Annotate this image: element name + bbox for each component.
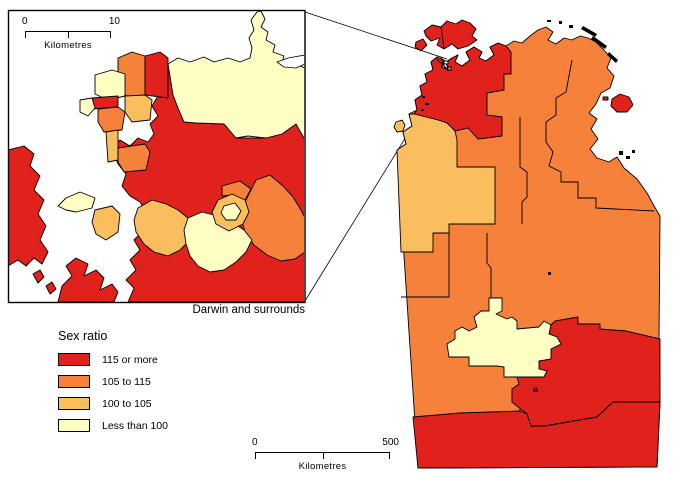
border-line-central-vertical <box>519 117 528 224</box>
legend: Sex ratio 115 or more 105 to 115 100 to … <box>58 329 168 441</box>
inset-scale-unit: Kilometres <box>44 40 92 51</box>
region-tiwi-small-island <box>414 38 428 52</box>
legend-label: 115 or more <box>102 353 158 366</box>
town-dot <box>548 272 551 275</box>
main-scale-start: 0 <box>252 437 258 448</box>
inset-region-west-peninsula <box>9 145 49 267</box>
region-groote-eylandt <box>610 93 634 113</box>
wessel-island-sliver-2 <box>591 36 607 49</box>
harbour-mark-1 <box>422 96 425 98</box>
scale-tick <box>388 453 390 459</box>
inset-scale-line <box>25 31 111 38</box>
inset-suburb-cream-1 <box>94 69 126 101</box>
coast-islands <box>421 20 635 159</box>
region-darwin-kakadu-red <box>413 42 512 140</box>
legend-item: 115 or more <box>58 353 168 366</box>
inset-map <box>7 9 306 304</box>
legend-label: 100 to 105 <box>102 397 152 410</box>
legend-swatch-less-than-100 <box>58 419 90 432</box>
harbour-mark-3 <box>421 109 424 111</box>
legend-swatch-115-or-more <box>58 353 90 366</box>
inset-suburb-red-1 <box>144 51 169 99</box>
scale-tick <box>25 32 27 38</box>
harbour-mark-2 <box>425 103 429 105</box>
island-speck-3 <box>547 20 551 22</box>
inset-caption: Darwin and surrounds <box>192 304 305 316</box>
inset-suburb-amber-1 <box>124 94 153 123</box>
pellew-island-1 <box>619 151 623 155</box>
legend-label: Less than 100 <box>102 419 168 432</box>
inset-scale-bar: 0 10 Kilometres <box>22 16 120 51</box>
border-line-mid-vertical <box>486 233 492 298</box>
scale-tick <box>109 32 111 38</box>
inset-border <box>7 9 306 304</box>
wessel-island-sliver-3 <box>607 52 618 63</box>
legend-item: 100 to 105 <box>58 397 168 410</box>
legend-item: 105 to 115 <box>58 375 168 388</box>
island-speck-1 <box>569 25 573 28</box>
darwin-city-cluster <box>436 56 452 72</box>
inset-region-amber-blob <box>133 199 197 257</box>
region-southern-strip-red <box>412 401 661 469</box>
inset-connector-line-top <box>304 11 448 60</box>
inset-region-south-peninsulas <box>57 257 119 302</box>
scale-tick <box>322 453 324 459</box>
inset-amber-south-of-spit <box>91 205 121 241</box>
region-tiwi-islands <box>423 19 478 50</box>
town-marker-label: a <box>533 384 539 394</box>
region-barkly-cream <box>446 297 562 378</box>
inset-region-ring-center <box>220 202 242 221</box>
inset-scale-end: 10 <box>108 16 120 27</box>
pellew-island-3 <box>632 150 635 153</box>
inset-suburb-orange-3 <box>117 143 151 173</box>
inset-island-2 <box>45 281 57 295</box>
inset-suburb-orange-2 <box>97 106 126 133</box>
darwin-cluster-amber-speck <box>447 66 452 71</box>
inset-suburb-cream-2 <box>79 97 96 117</box>
scale-tick <box>68 32 70 38</box>
main-scale-unit: Kilometres <box>298 461 347 472</box>
inset-cream-spit-west <box>57 191 96 213</box>
inset-suburb-amber-2 <box>105 129 119 163</box>
legend-swatch-100-to-105 <box>58 397 90 410</box>
islet-peron <box>393 119 406 133</box>
region-victoria-daly-amber <box>396 113 496 253</box>
scale-tick <box>255 453 257 459</box>
border-line-west-vertical <box>401 233 450 298</box>
legend-label: 105 to 115 <box>102 375 151 388</box>
main-scale-line <box>255 452 390 459</box>
inset-scale-start: 0 <box>22 16 28 27</box>
border-line-tiwi-split <box>440 26 445 50</box>
legend-swatch-105-to-115 <box>58 375 90 388</box>
pellew-island-2 <box>626 156 630 159</box>
inset-inlet-east <box>276 54 304 69</box>
inset-map-regions <box>9 11 304 302</box>
inset-region-northeast-cream <box>167 11 304 140</box>
island-speck-2 <box>559 21 562 24</box>
islet-near-groote <box>602 96 609 101</box>
darwin-cluster-cream-speck <box>443 60 449 65</box>
main-map <box>393 19 661 469</box>
border-line-east-arnhem <box>545 59 655 212</box>
legend-title: Sex ratio <box>58 329 108 343</box>
main-scale-end: 500 <box>382 437 399 448</box>
wessel-island-sliver-1 <box>581 26 597 37</box>
inset-island-1 <box>32 269 45 284</box>
main-scale-bar: 0 500 Kilometres <box>252 437 399 472</box>
legend-item: Less than 100 <box>58 419 168 432</box>
